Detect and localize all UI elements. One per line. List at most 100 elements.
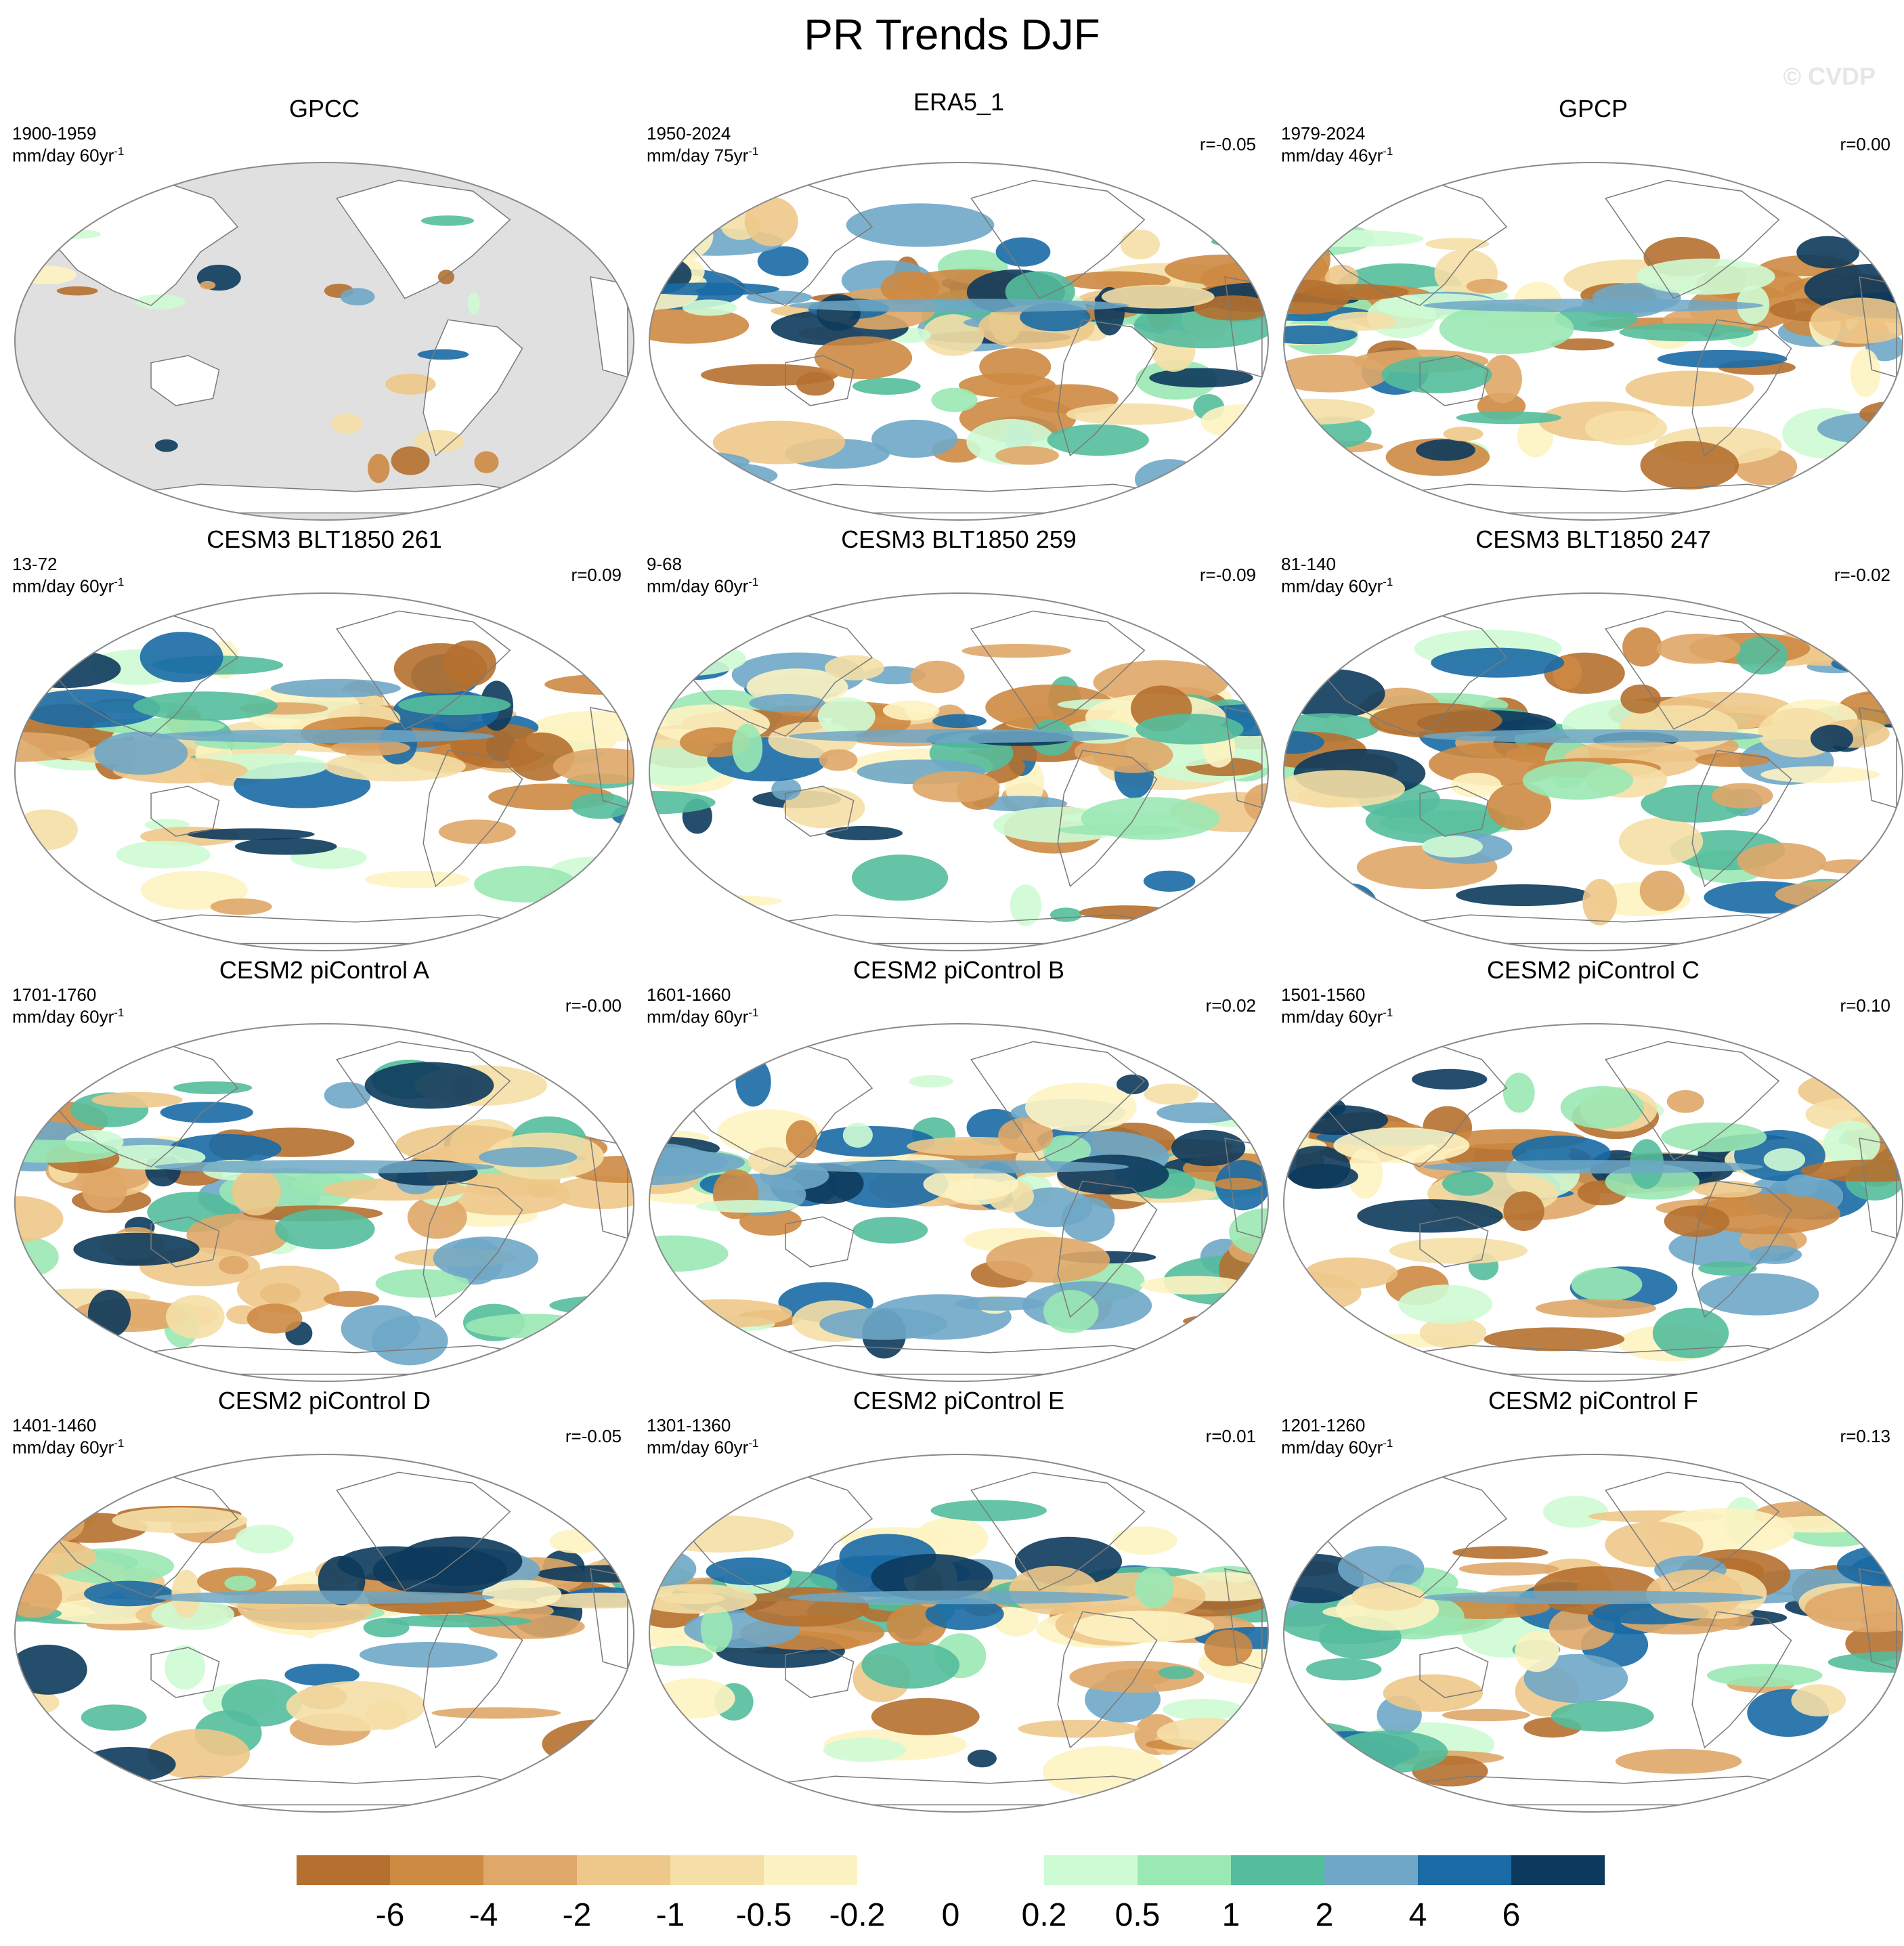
- trend-contour-region: [712, 420, 846, 464]
- trend-contour-region: [375, 1269, 470, 1298]
- trend-contour-region: [414, 430, 464, 453]
- colorbar-swatch: [951, 1855, 1044, 1885]
- trend-contour-region: [1871, 844, 1903, 894]
- itcz-band: [788, 299, 1129, 313]
- trend-contour-region: [706, 1557, 793, 1586]
- trend-contour-region: [1284, 770, 1406, 808]
- trend-contour-region: [15, 1320, 82, 1335]
- trend-contour-region: [825, 825, 903, 840]
- map-background: [15, 163, 634, 520]
- trend-contour-region: [391, 446, 430, 475]
- trend-contour-region: [986, 1236, 1110, 1283]
- trend-contour-region: [1456, 884, 1591, 907]
- units-text: mm/day 60yr: [12, 576, 114, 597]
- trend-contour-region: [1135, 714, 1244, 745]
- trend-contour-region: [930, 1500, 1047, 1521]
- coastline: [970, 610, 1146, 730]
- units-text: mm/day 60yr: [1281, 1006, 1383, 1027]
- trend-contour-region: [1818, 859, 1878, 873]
- map-panel: CESM2 piControl D 1401-1460 mm/day 60yr-1 r…: [12, 1387, 636, 1825]
- coastline: [150, 355, 220, 406]
- trend-contour-region: [1284, 230, 1424, 247]
- trend-contour-region: [324, 751, 466, 782]
- trend-contour-region: [1619, 323, 1754, 342]
- units-label: mm/day 60yr-1: [12, 1437, 124, 1458]
- units-exponent: -1: [1383, 145, 1393, 158]
- trend-contour-region: [324, 1291, 380, 1307]
- trend-contour-region: [1149, 368, 1253, 388]
- coastline: [1057, 1611, 1158, 1749]
- units-text: mm/day 46yr: [1281, 145, 1383, 166]
- units-exponent: -1: [114, 145, 125, 158]
- colorbar-swatch: [577, 1855, 670, 1885]
- trend-contour-region: [1183, 1314, 1256, 1328]
- trend-contour-region: [235, 1524, 294, 1554]
- correlation-label: r=-0.00: [565, 995, 622, 1016]
- trend-contour-region: [871, 1698, 980, 1735]
- robinson-map: [1283, 592, 1903, 951]
- trend-contour-region: [735, 1057, 771, 1107]
- robinson-map: [649, 1023, 1269, 1382]
- trend-contour-region: [1605, 1521, 1704, 1567]
- trend-contour-region: [341, 1305, 420, 1352]
- units-text: mm/day 75yr: [647, 145, 749, 166]
- trend-contour-region: [649, 1325, 749, 1364]
- coastline: [785, 355, 854, 406]
- colorbar-tick-label: 0: [942, 1897, 960, 1933]
- colorbar-tick-label: 4: [1409, 1897, 1427, 1933]
- trend-contour-region: [825, 655, 885, 680]
- trend-contour-region: [994, 1604, 1039, 1637]
- map-panel: ERA5_1 1950-2024 mm/day 75yr-1 r=-0.05: [647, 88, 1271, 534]
- trend-contour-region: [438, 819, 516, 844]
- colorbar-tick-label: -2: [563, 1897, 592, 1933]
- colorbar-tick-label: 6: [1502, 1897, 1521, 1933]
- trend-contour-region: [1144, 1083, 1199, 1105]
- trend-contour-region: [536, 1565, 634, 1583]
- units-label: mm/day 60yr-1: [12, 576, 124, 597]
- trend-contour-region: [1158, 1666, 1194, 1679]
- trend-contour-region: [393, 643, 488, 694]
- itcz-band: [788, 1591, 1129, 1605]
- land-mask: [590, 276, 628, 377]
- itcz-band: [154, 1591, 495, 1605]
- panel-title: CESM2 piControl B: [852, 956, 1065, 984]
- trend-contour-region: [1220, 1727, 1268, 1764]
- correlation-label: r=0.13: [1840, 1426, 1890, 1446]
- period-label: 1950-2024: [647, 123, 731, 144]
- trend-contour-region: [359, 1641, 498, 1668]
- trend-contour-region: [1749, 1245, 1802, 1264]
- trend-contour-region: [1018, 1719, 1140, 1738]
- panel-title: CESM2 piControl C: [1486, 956, 1700, 984]
- trend-contour-region: [932, 714, 987, 729]
- coastline: [1605, 1041, 1780, 1161]
- trend-contour-region: [1073, 1610, 1215, 1643]
- trend-contour-region: [1301, 1307, 1347, 1341]
- trend-contour-region: [116, 840, 211, 869]
- trend-contour-region: [236, 1266, 340, 1314]
- trend-contour-region: [1452, 1546, 1549, 1559]
- trend-contour-region: [417, 349, 469, 360]
- trend-contour-region: [1134, 459, 1205, 500]
- coastline: [1057, 1180, 1158, 1318]
- trend-contour-region: [1652, 1307, 1729, 1359]
- colorbar-swatch: [1138, 1855, 1231, 1885]
- trend-contour-region: [1582, 879, 1618, 926]
- trend-contour-region: [871, 1553, 993, 1601]
- trend-contour-region: [882, 700, 940, 720]
- colorbar-swatch: [1324, 1855, 1418, 1885]
- colorbar-tick-label: -1: [656, 1897, 685, 1933]
- trend-contour-region: [1636, 258, 1775, 295]
- trend-contour-region: [1047, 424, 1149, 456]
- trend-contour-region: [1571, 1267, 1643, 1301]
- trend-contour-region: [1584, 410, 1668, 446]
- trend-contour-region: [1850, 349, 1881, 397]
- trend-contour-region: [284, 1664, 360, 1686]
- trend-contour-region: [861, 1641, 960, 1689]
- trend-contour-region: [1066, 403, 1196, 425]
- map-panel: GPCC 1900-1959 mm/day 60yr-1: [12, 95, 636, 534]
- trend-contour-region: [478, 1147, 578, 1167]
- trend-contour-region: [398, 695, 511, 716]
- trend-contour-region: [1661, 1122, 1767, 1152]
- coastline: [1691, 319, 1792, 457]
- trend-contour-region: [649, 1148, 729, 1177]
